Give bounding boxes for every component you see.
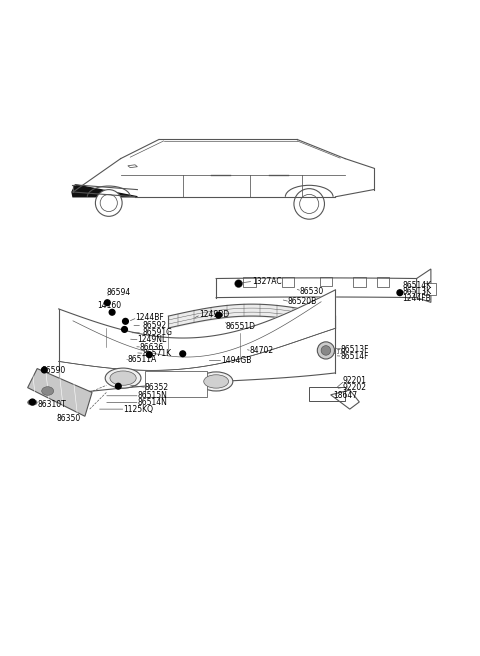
Circle shape [96,190,122,216]
Text: 86590: 86590 [42,367,66,375]
Text: 86515N: 86515N [137,391,167,400]
Polygon shape [28,369,92,417]
Text: 84702: 84702 [250,346,274,356]
Text: 86513F: 86513F [340,345,369,354]
Circle shape [397,290,403,296]
Circle shape [100,194,117,211]
Text: 86511A: 86511A [128,355,157,364]
Text: 86352: 86352 [144,383,168,392]
Circle shape [41,367,47,373]
Polygon shape [331,390,360,409]
Circle shape [105,300,110,306]
Bar [281,277,294,287]
Circle shape [300,194,319,213]
Text: 1249NL: 1249NL [137,335,167,344]
Circle shape [317,342,335,359]
Text: 86514K: 86514K [402,281,432,289]
Text: 1244BF: 1244BF [135,313,164,322]
Text: 86514N: 86514N [137,398,167,407]
Text: 86350: 86350 [56,414,81,423]
Circle shape [235,280,242,287]
Circle shape [121,327,127,333]
Bar [353,277,365,287]
Circle shape [321,346,331,355]
Bar [377,277,389,287]
Text: 86571K: 86571K [142,349,171,358]
Text: 1249BD: 1249BD [199,310,230,319]
Polygon shape [59,290,336,371]
Circle shape [116,383,121,389]
Circle shape [294,189,324,219]
Bar [424,283,436,295]
Text: 86530: 86530 [300,287,324,296]
Text: 86310T: 86310T [37,400,66,409]
Circle shape [146,352,152,358]
Circle shape [216,312,221,318]
Text: 86594: 86594 [107,288,131,297]
Ellipse shape [204,375,228,388]
Circle shape [109,310,115,315]
Polygon shape [128,165,137,168]
Text: 92201: 92201 [343,376,367,385]
Circle shape [236,281,241,287]
Polygon shape [72,185,137,197]
Text: 86592: 86592 [142,321,166,330]
Circle shape [30,399,35,405]
Text: 86520B: 86520B [288,297,317,306]
Bar [320,277,332,287]
Bar [243,277,256,287]
Text: 86591G: 86591G [142,328,172,337]
Ellipse shape [199,372,233,391]
Bar [144,371,206,397]
Circle shape [122,318,128,324]
Ellipse shape [105,368,141,388]
Text: 86551D: 86551D [226,322,256,331]
Text: 92202: 92202 [343,382,367,392]
Text: 86513K: 86513K [402,287,432,296]
Ellipse shape [28,400,37,405]
Ellipse shape [42,386,54,396]
Text: 1327AC: 1327AC [252,277,282,286]
Text: 1244FB: 1244FB [402,294,431,303]
Polygon shape [417,269,431,302]
Text: 86514F: 86514F [340,352,369,361]
Text: 1125KQ: 1125KQ [123,405,153,414]
Bar [309,387,345,401]
Ellipse shape [110,371,136,385]
Text: 14160: 14160 [97,300,121,310]
Circle shape [180,351,186,357]
Text: 1494GB: 1494GB [221,356,252,365]
Text: 18647: 18647 [333,391,357,400]
Text: 86636: 86636 [140,342,164,352]
